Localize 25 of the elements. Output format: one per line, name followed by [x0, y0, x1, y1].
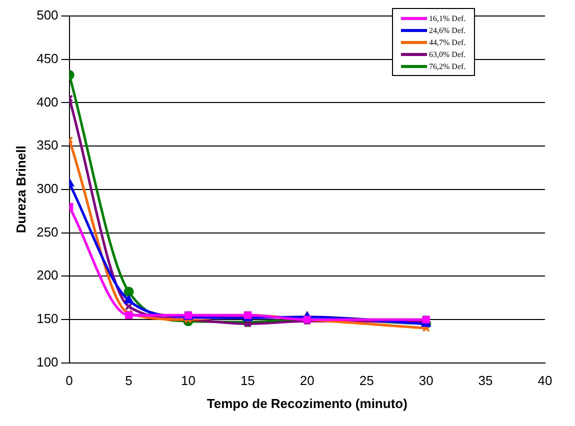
x-tick-label: 25 — [359, 373, 374, 388]
y-tick-label: 150 — [36, 311, 58, 326]
y-axis-title: Dureza Brinell — [13, 146, 28, 234]
y-tick-label: 200 — [36, 268, 58, 283]
y-tick-label: 400 — [36, 94, 58, 110]
legend-label: 63,0% Def. — [429, 50, 466, 58]
x-tick-label: 15 — [240, 373, 255, 388]
legend-label: 16,1% Def. — [429, 14, 466, 22]
y-tick-label: 450 — [36, 50, 58, 66]
x-tick-label: 5 — [125, 373, 132, 388]
legend-label: 44,7% Def. — [429, 38, 466, 46]
y-tick-label: 300 — [36, 180, 58, 196]
y-tick-label: 100 — [36, 354, 58, 370]
x-tick-label: 20 — [300, 373, 314, 388]
x-axis-title: Tempo de Recozimento (minuto) — [206, 396, 408, 411]
x-tick-label: 10 — [180, 373, 196, 388]
legend-label: 24,6% Def. — [429, 26, 466, 34]
x-tick-label: 30 — [418, 373, 434, 388]
y-tick-label: 250 — [36, 224, 58, 240]
x-tick-label: 0 — [66, 373, 73, 388]
y-tick-label: 350 — [36, 138, 58, 153]
y-tick-label: 500 — [36, 8, 58, 23]
x-tick-label: 40 — [538, 373, 552, 388]
x-tick-label: 35 — [478, 373, 493, 388]
legend-label: 76,2% Def. — [429, 62, 466, 70]
